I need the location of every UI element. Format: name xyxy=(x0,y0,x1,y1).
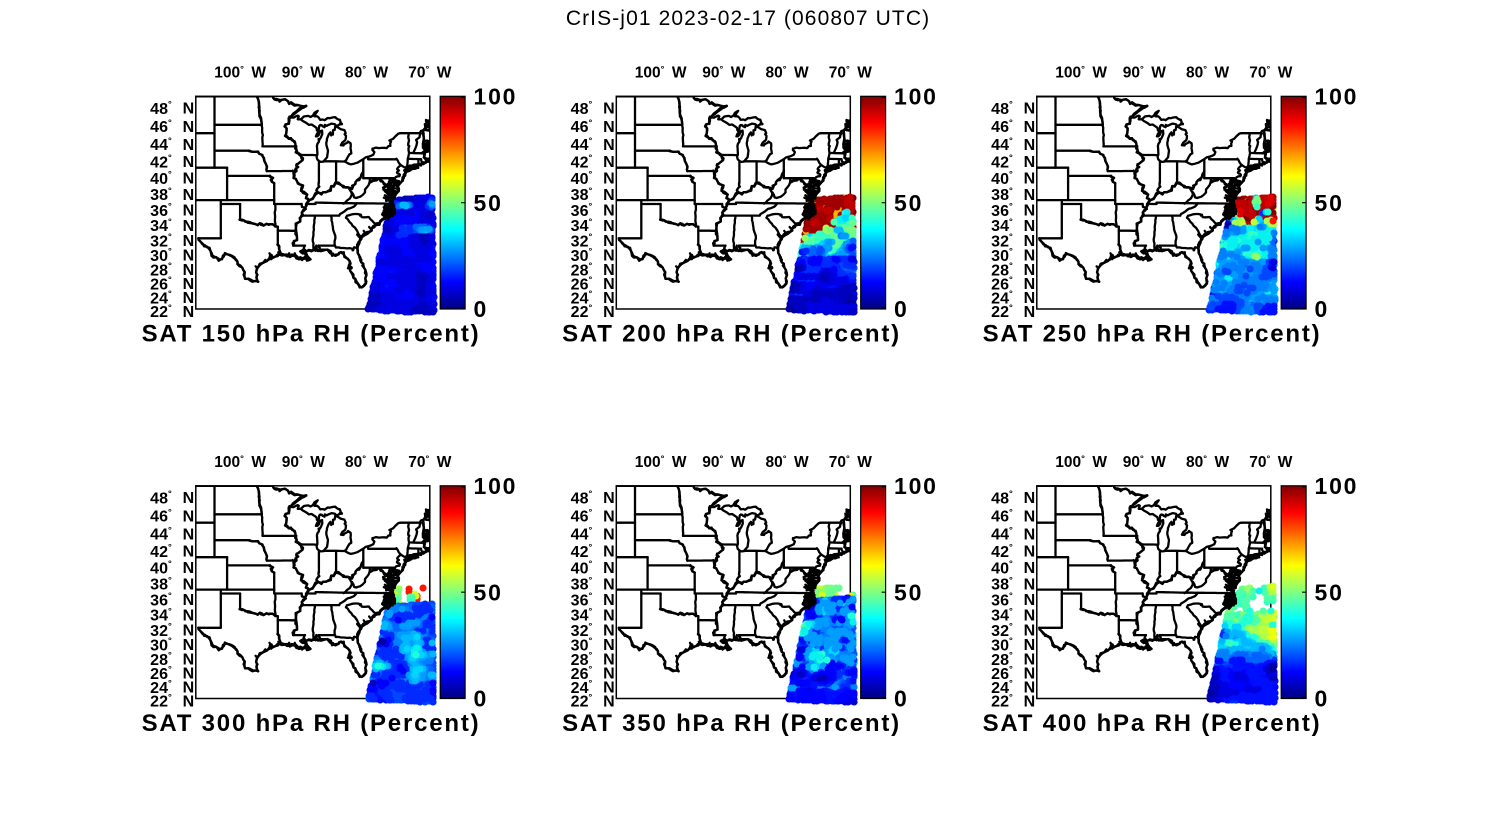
svg-text:SAT 150 hPa RH (Percent): SAT 150 hPa RH (Percent) xyxy=(142,321,481,348)
svg-text:SAT 350 hPa RH (Percent): SAT 350 hPa RH (Percent) xyxy=(562,710,901,737)
svg-text:SAT 400 hPa RH (Percent): SAT 400 hPa RH (Percent) xyxy=(983,710,1322,737)
svg-text:SAT 200 hPa RH (Percent): SAT 200 hPa RH (Percent) xyxy=(562,321,901,348)
svg-text:SAT 300 hPa RH (Percent): SAT 300 hPa RH (Percent) xyxy=(142,710,481,737)
svg-text:SAT 250 hPa RH (Percent): SAT 250 hPa RH (Percent) xyxy=(983,321,1322,348)
svg-text:CrIS-j01 2023-02-17 (060807 UT: CrIS-j01 2023-02-17 (060807 UTC) xyxy=(566,7,930,30)
